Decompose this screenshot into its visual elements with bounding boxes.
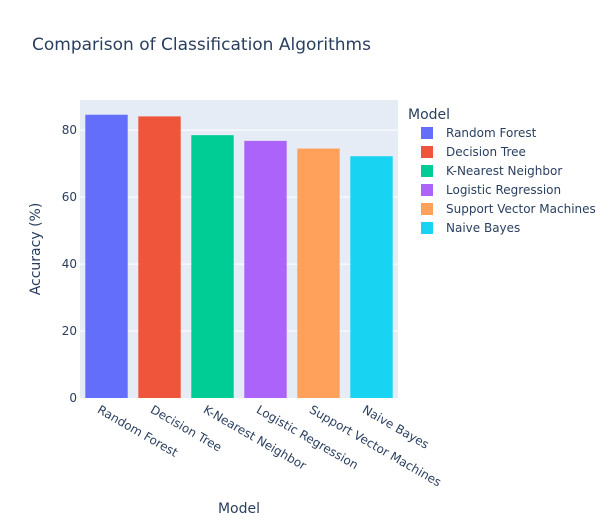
- legend-item[interactable]: Logistic Regression: [421, 183, 561, 197]
- plot-background: [80, 100, 398, 398]
- legend-item[interactable]: Decision Tree: [421, 145, 526, 159]
- y-tick-label: 80: [62, 123, 77, 137]
- bar-support-vector-machines[interactable]: [297, 148, 340, 398]
- y-tick-label: 60: [62, 190, 77, 204]
- legend-item[interactable]: K-Nearest Neighbor: [421, 164, 562, 178]
- y-axis-title: Accuracy (%): [28, 203, 44, 296]
- legend-swatch: [421, 184, 433, 196]
- legend-item[interactable]: Random Forest: [421, 126, 537, 140]
- legend-label: Naive Bayes: [446, 221, 520, 235]
- y-tick-label: 20: [62, 324, 77, 338]
- bar-decision-tree[interactable]: [138, 116, 181, 398]
- legend-items: Random Forest Decision Tree K-Nearest Neig…: [421, 126, 596, 235]
- x-axis-title: Model: [218, 501, 260, 517]
- y-tick-labels: 0 20 40 60 80: [62, 123, 77, 405]
- y-tick-label: 0: [69, 391, 77, 405]
- bars: [85, 114, 393, 399]
- legend-swatch: [421, 165, 433, 177]
- legend-title: Model: [408, 107, 450, 123]
- chart-title: Comparison of Classification Algorithms: [32, 35, 371, 55]
- legend-item[interactable]: Support Vector Machines: [421, 202, 596, 216]
- bar-logistic-regression[interactable]: [244, 140, 287, 399]
- legend-label: Random Forest: [446, 126, 537, 140]
- legend: Model Random Forest Decision Tree K-Neares…: [408, 107, 596, 235]
- legend-label: K-Nearest Neighbor: [446, 164, 562, 178]
- y-tick-label: 40: [62, 257, 77, 271]
- bar-k-nearest-neighbor[interactable]: [191, 135, 234, 399]
- legend-label: Support Vector Machines: [446, 202, 596, 216]
- legend-swatch: [421, 222, 433, 234]
- bar-naive-bayes[interactable]: [350, 156, 393, 398]
- legend-item[interactable]: Naive Bayes: [421, 221, 520, 235]
- legend-swatch: [421, 127, 433, 139]
- legend-swatch: [421, 146, 433, 158]
- legend-swatch: [421, 203, 433, 215]
- gridlines: [80, 129, 398, 332]
- bar-random-forest[interactable]: [85, 114, 128, 399]
- legend-label: Logistic Regression: [446, 183, 561, 197]
- legend-label: Decision Tree: [446, 145, 526, 159]
